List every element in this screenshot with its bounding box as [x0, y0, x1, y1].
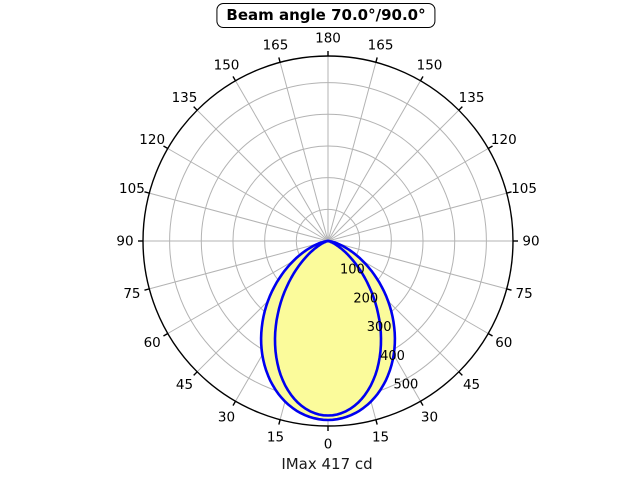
angular-tick-label: 75: [515, 286, 532, 302]
angular-tick-label: 90: [116, 234, 133, 250]
angle-tick-mark: [232, 400, 237, 406]
imax-caption: IMax 417 cd: [281, 455, 373, 473]
angular-tick-label: 180: [315, 31, 341, 47]
grid-spoke: [327, 192, 507, 242]
angle-tick-mark: [419, 76, 424, 82]
angular-tick-label: 45: [176, 377, 193, 393]
angle-tick-mark: [506, 288, 512, 291]
grid-spoke: [279, 62, 329, 242]
angle-tick-mark: [163, 145, 169, 150]
grid-spoke: [327, 62, 377, 242]
angular-tick-label: 90: [522, 234, 539, 250]
angle-tick-mark: [163, 332, 169, 337]
angular-tick-label: 135: [172, 90, 198, 106]
angle-tick-mark: [458, 106, 463, 111]
angular-tick-label: 30: [421, 409, 438, 425]
radial-tick-label: 300: [367, 320, 392, 335]
angle-tick-mark: [193, 106, 198, 111]
grid-spoke: [327, 240, 507, 290]
angle-tick-mark: [278, 419, 281, 425]
grid-spoke: [327, 109, 460, 242]
angle-tick-mark: [144, 288, 150, 291]
angular-tick-label: 120: [491, 132, 517, 148]
angular-tick-label: 165: [368, 37, 394, 53]
angle-tick-mark: [193, 371, 198, 376]
beam-curve-70: [273, 239, 383, 417]
grid-spoke: [327, 80, 421, 242]
grid-spoke: [167, 148, 329, 242]
radial-tick-label: 500: [394, 378, 419, 393]
grid-spoke: [327, 148, 489, 242]
angular-tick-label: 120: [139, 132, 165, 148]
grid-spoke: [196, 109, 329, 242]
beam-fill: [261, 241, 395, 420]
angular-tick-label: 60: [144, 335, 161, 351]
grid-spoke: [149, 192, 329, 242]
radial-tick-label: 400: [380, 349, 405, 364]
angular-tick-label: 45: [463, 377, 480, 393]
radial-tick-label: 200: [353, 291, 378, 306]
angle-tick-mark: [487, 145, 493, 150]
angular-tick-label: 0: [324, 437, 333, 453]
angular-tick-label: 135: [459, 90, 485, 106]
angle-tick-mark: [232, 76, 237, 82]
angular-tick-label: 30: [218, 409, 235, 425]
angle-tick-mark: [506, 191, 512, 194]
grid-spoke: [149, 240, 329, 290]
angular-tick-label: 60: [495, 335, 512, 351]
angle-tick-mark: [278, 57, 281, 63]
angular-tick-label: 75: [123, 286, 140, 302]
angle-tick-mark: [458, 371, 463, 376]
angular-tick-label: 105: [119, 181, 145, 197]
angle-tick-mark: [419, 400, 424, 406]
radial-tick-label: 100: [340, 263, 365, 278]
angular-tick-label: 150: [214, 58, 240, 74]
beam-curve-90: [259, 239, 397, 422]
angle-tick-mark: [375, 57, 378, 63]
angular-tick-label: 105: [511, 181, 537, 197]
angular-tick-label: 15: [372, 430, 389, 446]
angular-tick-label: 150: [417, 58, 443, 74]
chart-title: Beam angle 70.0°/90.0°: [216, 3, 436, 28]
angle-tick-mark: [375, 419, 378, 425]
grid-spoke: [235, 80, 329, 242]
angle-tick-mark: [144, 191, 150, 194]
angle-tick-mark: [487, 332, 493, 337]
angular-tick-label: 15: [267, 430, 284, 446]
angular-tick-label: 165: [263, 37, 289, 53]
